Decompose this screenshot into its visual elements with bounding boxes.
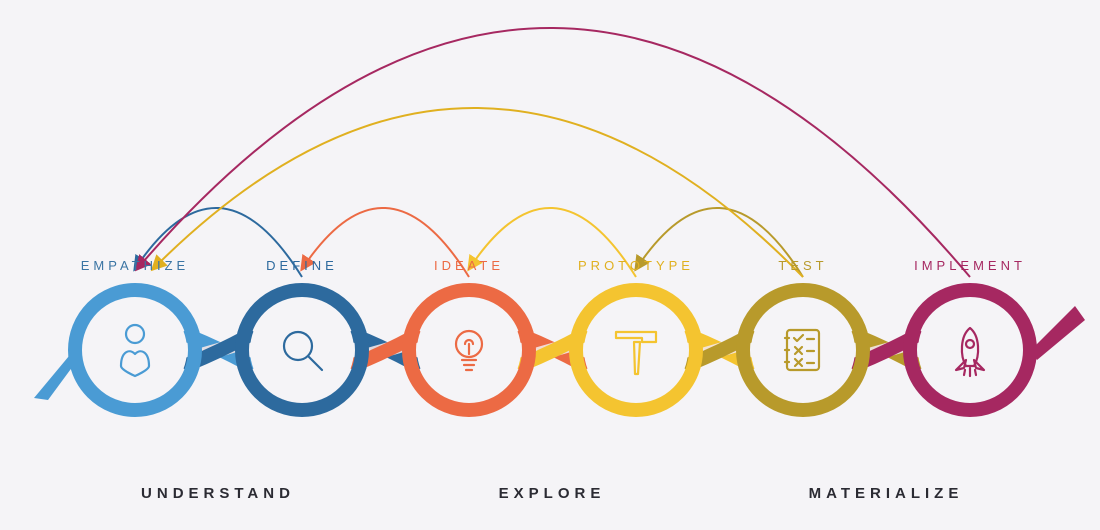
stage-label-define: DEFINE — [222, 258, 382, 273]
stage-label-implement: IMPLEMENT — [890, 258, 1050, 273]
group-label: UNDERSTAND — [68, 485, 368, 502]
ribbon-tail-right — [1031, 306, 1085, 360]
stage-label-ideate: IDEATE — [389, 258, 549, 273]
stage-rings — [75, 290, 1030, 410]
stage-label-prototype: PROTOTYPE — [556, 258, 716, 273]
stage-label-test: TEST — [723, 258, 883, 273]
feedback-arc — [137, 28, 970, 277]
group-label: MATERIALIZE — [736, 485, 1036, 502]
feedback-arcs — [135, 28, 970, 277]
stage-label-empathize: EMPATHIZE — [55, 258, 215, 273]
feedback-arc — [153, 108, 803, 277]
group-label: EXPLORE — [402, 485, 702, 502]
design-thinking-diagram: EMPATHIZE DEFINE IDEATE PROTOTYPE TEST IMPLEM… — [0, 0, 1100, 530]
